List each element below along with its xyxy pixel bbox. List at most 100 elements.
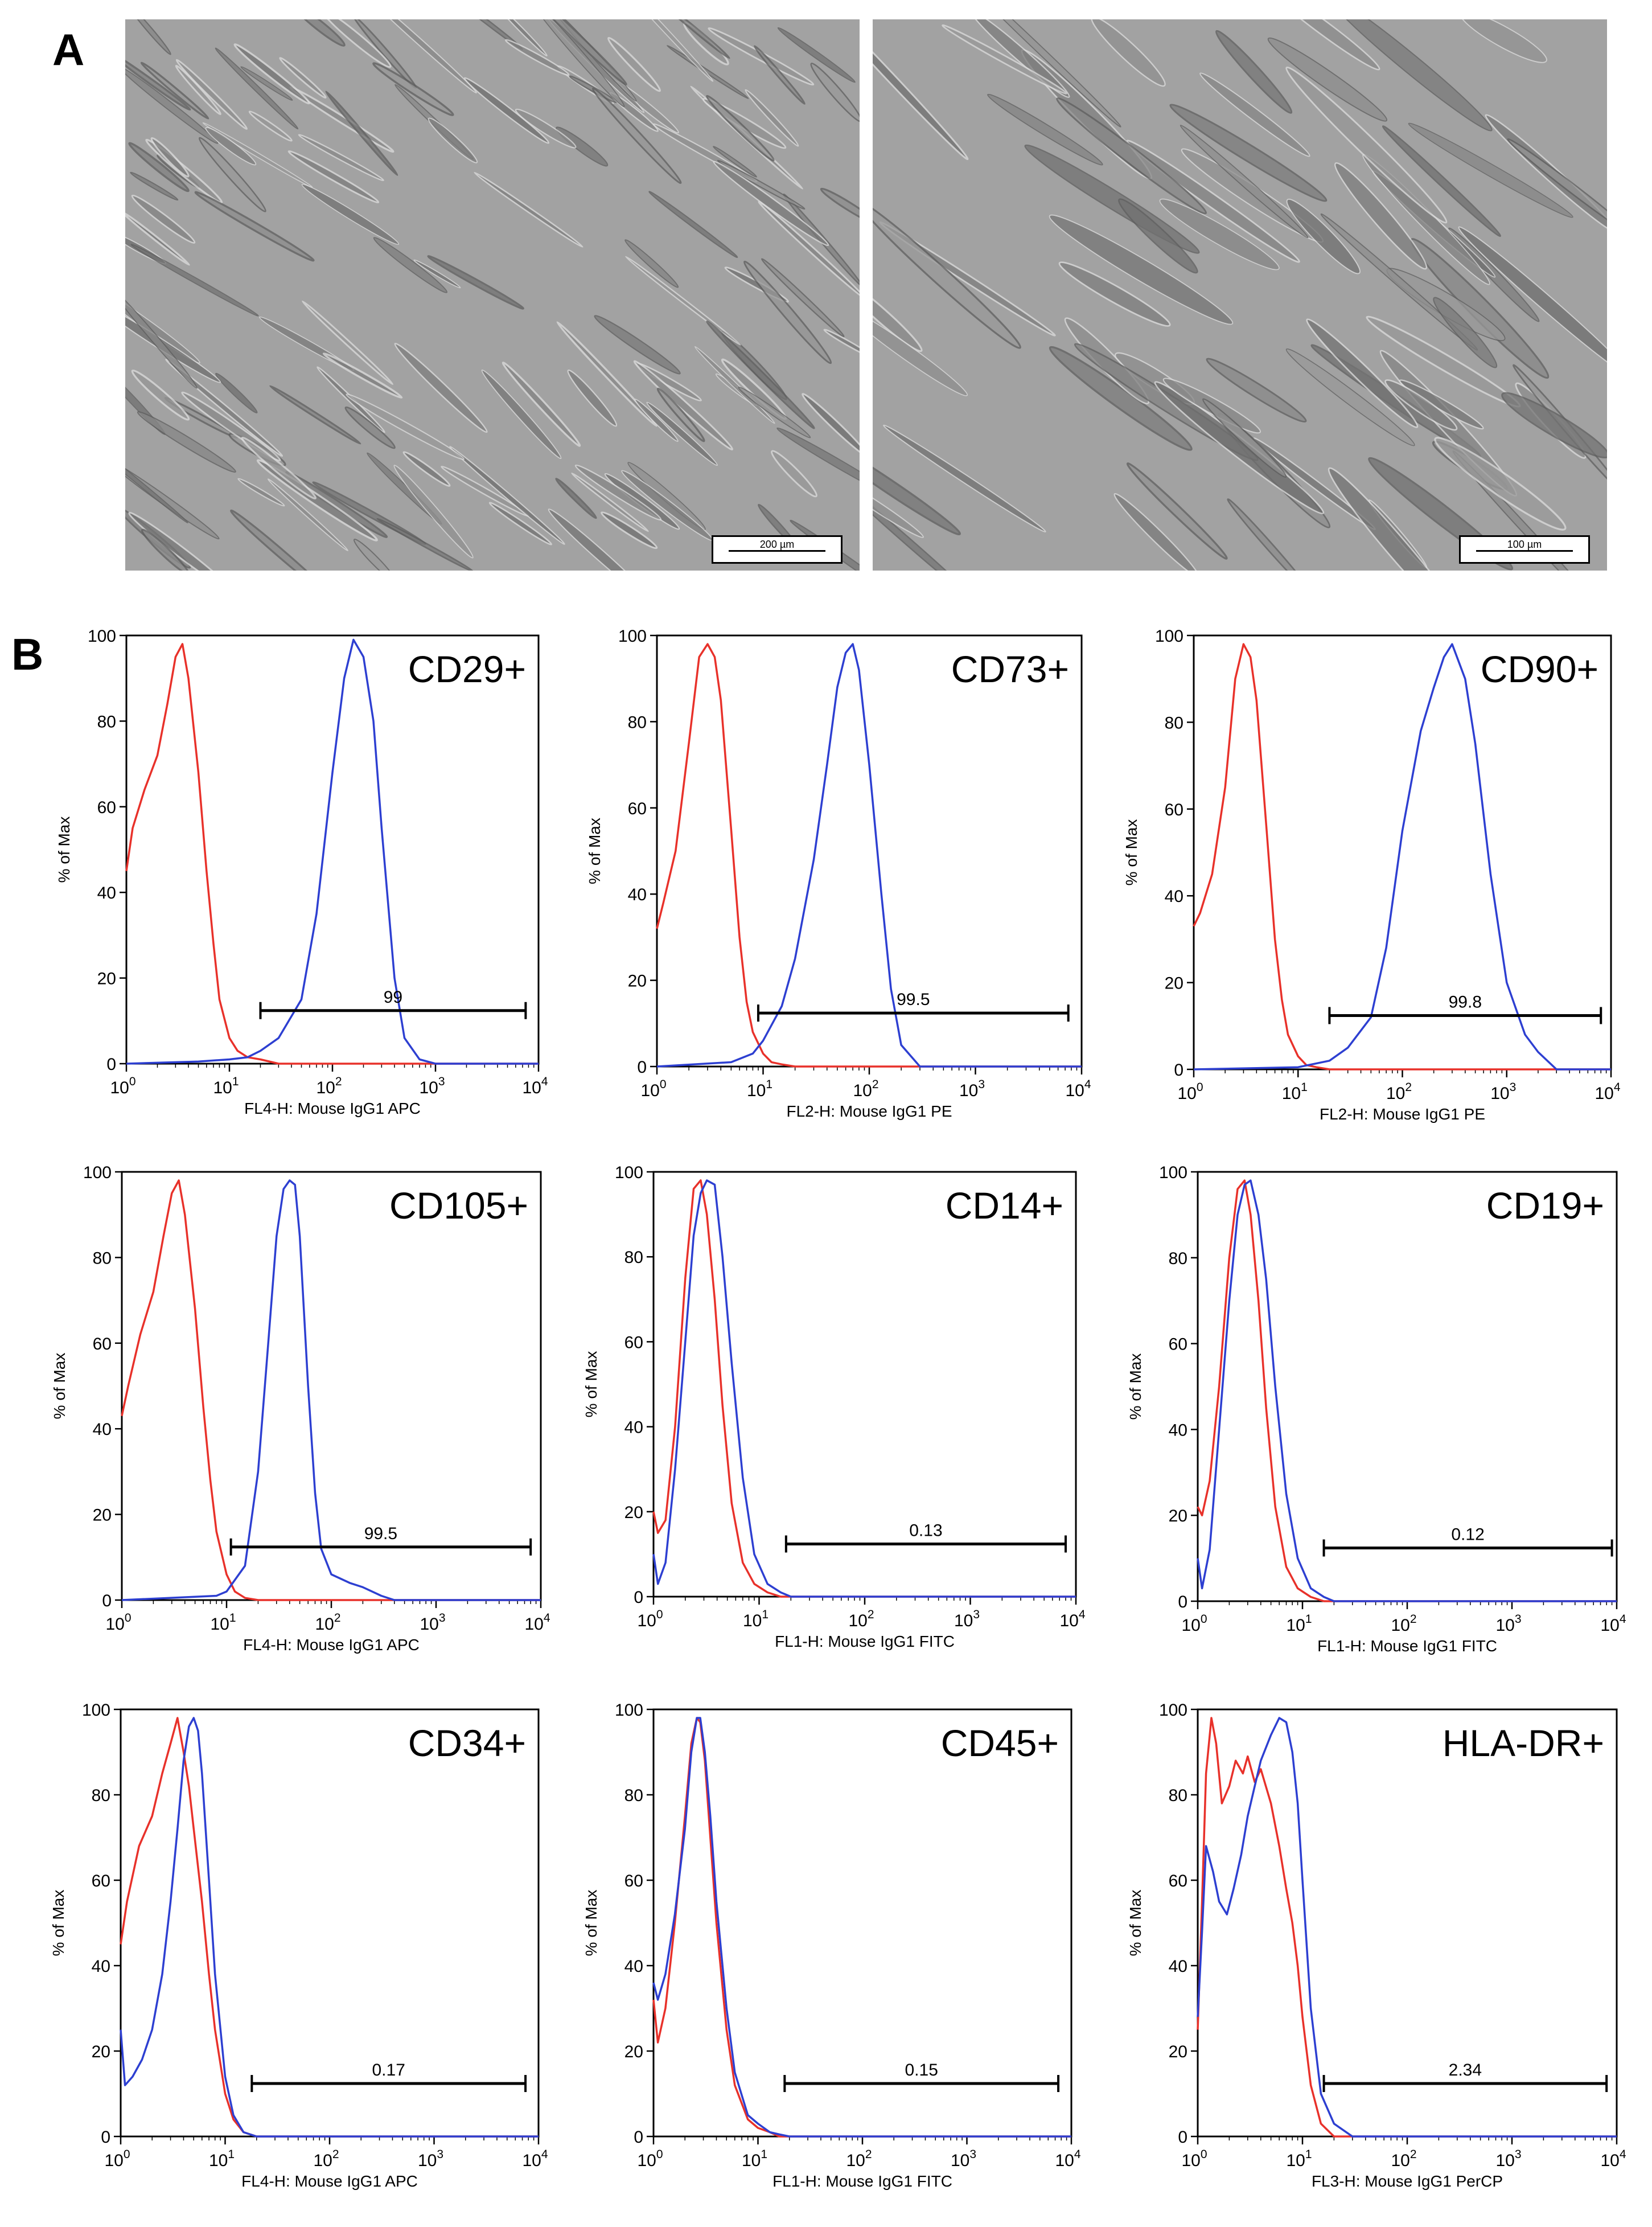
plot-frame bbox=[121, 1171, 542, 1601]
scale-bar-left: 200 µm bbox=[712, 535, 843, 564]
y-tick-label: 40 bbox=[93, 1420, 112, 1439]
y-tick-label: 0 bbox=[634, 2128, 643, 2147]
y-tick-label: 100 bbox=[1159, 1701, 1187, 1720]
marker-curve bbox=[1193, 643, 1611, 1071]
micrograph-left: 200 µm bbox=[125, 19, 860, 571]
y-tick-label: 100 bbox=[82, 1701, 110, 1720]
marker-curve bbox=[1197, 1179, 1617, 1602]
y-tick-label: 100 bbox=[83, 1163, 112, 1182]
panel-a-letter: A bbox=[52, 24, 85, 75]
isotype-control-curve bbox=[1193, 643, 1611, 1071]
marker-title: CD45+ bbox=[941, 1722, 1059, 1764]
x-tick-label: 101 bbox=[742, 2148, 767, 2170]
micrograph-right: 100 µm bbox=[873, 19, 1607, 571]
histogram-7: 0 20 40 60 80 100 100 101 102 103 104 FL4-H: Mouse … bbox=[50, 1701, 548, 2190]
isotype-control-curve bbox=[652, 1179, 1076, 1598]
y-tick-label: 80 bbox=[97, 712, 116, 731]
marker-title: CD90+ bbox=[1481, 648, 1598, 690]
marker-title: CD14+ bbox=[946, 1184, 1063, 1227]
x-axis-label: FL2-H: Mouse IgG1 PE bbox=[1320, 1105, 1485, 1123]
y-tick-label: 80 bbox=[1165, 713, 1183, 732]
x-tick-label: 101 bbox=[743, 1608, 769, 1630]
x-axis-label: FL1-H: Mouse IgG1 FITC bbox=[775, 1633, 955, 1650]
marker-curve bbox=[1197, 1717, 1617, 2138]
histogram-1: 0 20 40 60 80 100 100 101 102 103 104 FL4-H: Mouse … bbox=[55, 627, 548, 1117]
y-tick-label: 20 bbox=[624, 1503, 643, 1522]
y-tick-label: 100 bbox=[615, 1163, 643, 1182]
gate-percentage: 0.13 bbox=[909, 1521, 942, 1540]
isotype-control-curve bbox=[121, 1179, 541, 1601]
y-tick-label: 40 bbox=[624, 1418, 643, 1437]
y-tick-label: 20 bbox=[628, 972, 647, 991]
x-tick-label: 104 bbox=[1055, 2148, 1080, 2170]
plot-frame bbox=[1197, 1708, 1618, 2138]
y-axis-label: % of Max bbox=[586, 818, 603, 884]
y-tick-label: 0 bbox=[1178, 2128, 1187, 2147]
x-tick-label: 100 bbox=[637, 1608, 663, 1630]
marker-title: HLA-DR+ bbox=[1443, 1722, 1604, 1764]
plot-frame bbox=[652, 1171, 1077, 1598]
marker-title: CD29+ bbox=[408, 648, 526, 690]
x-tick-label: 104 bbox=[1065, 1078, 1091, 1100]
y-tick-label: 20 bbox=[1169, 1507, 1187, 1525]
x-tick-label: 102 bbox=[315, 1611, 340, 1634]
y-tick-label: 0 bbox=[101, 2128, 110, 2147]
x-tick-label: 101 bbox=[1286, 1613, 1312, 1635]
y-tick-label: 100 bbox=[1155, 627, 1183, 646]
x-tick-label: 101 bbox=[210, 1611, 236, 1634]
x-tick-label: 104 bbox=[522, 1075, 548, 1097]
marker-curve bbox=[656, 643, 1082, 1068]
x-tick-label: 104 bbox=[524, 1611, 550, 1634]
y-tick-label: 40 bbox=[1165, 887, 1183, 906]
x-tick-label: 103 bbox=[951, 2148, 976, 2170]
y-tick-label: 60 bbox=[624, 1872, 643, 1890]
y-tick-label: 20 bbox=[92, 2043, 110, 2061]
marker-title: CD73+ bbox=[951, 648, 1069, 690]
y-tick-label: 40 bbox=[1169, 1421, 1187, 1439]
y-tick-label: 40 bbox=[624, 1957, 643, 1976]
gate-percentage: 0.12 bbox=[1451, 1525, 1484, 1544]
y-tick-label: 20 bbox=[97, 970, 116, 989]
y-tick-label: 80 bbox=[628, 713, 647, 732]
x-tick-label: 101 bbox=[213, 1075, 239, 1097]
isotype-control-curve bbox=[1197, 1717, 1617, 2138]
marker-curve bbox=[126, 638, 539, 1065]
y-tick-label: 80 bbox=[624, 1248, 643, 1267]
x-tick-label: 104 bbox=[1600, 1613, 1626, 1635]
y-axis-label: % of Max bbox=[51, 1353, 68, 1420]
x-tick-label: 100 bbox=[110, 1075, 135, 1097]
x-tick-label: 101 bbox=[1282, 1081, 1308, 1103]
marker-title: CD105+ bbox=[389, 1184, 528, 1227]
x-tick-label: 103 bbox=[420, 1611, 445, 1634]
marker-curve bbox=[121, 1179, 541, 1601]
gate-percentage: 2.34 bbox=[1449, 2061, 1482, 2080]
y-tick-label: 60 bbox=[93, 1335, 112, 1354]
y-tick-label: 80 bbox=[1169, 1249, 1187, 1268]
y-tick-label: 60 bbox=[628, 799, 647, 818]
scale-bar-label: 200 µm bbox=[759, 538, 795, 550]
x-tick-label: 100 bbox=[1181, 1613, 1207, 1635]
y-tick-label: 100 bbox=[615, 1701, 643, 1720]
isotype-control-curve bbox=[125, 643, 539, 1065]
scale-bar-line bbox=[1476, 549, 1573, 552]
histogram-6: 0 20 40 60 80 100 100 101 102 103 104 FL1-H: Mouse … bbox=[1127, 1163, 1626, 1655]
x-tick-label: 103 bbox=[1490, 1081, 1516, 1103]
y-tick-label: 0 bbox=[637, 1058, 647, 1077]
x-tick-label: 100 bbox=[104, 2148, 130, 2170]
x-tick-label: 102 bbox=[1386, 1081, 1412, 1103]
x-tick-label: 100 bbox=[105, 1611, 131, 1634]
x-tick-label: 102 bbox=[313, 2148, 339, 2170]
y-tick-label: 20 bbox=[1165, 974, 1183, 993]
cell-culture-image bbox=[873, 19, 1607, 571]
y-axis-label: % of Max bbox=[55, 817, 73, 883]
scale-bar-label: 100 µm bbox=[1507, 538, 1542, 550]
histogram-4: 0 20 40 60 80 100 100 101 102 103 104 FL4-H: Mouse … bbox=[51, 1163, 550, 1654]
x-tick-label: 102 bbox=[1391, 2148, 1416, 2170]
x-tick-label: 104 bbox=[522, 2148, 548, 2170]
y-tick-label: 80 bbox=[92, 1786, 110, 1805]
x-axis-label: FL1-H: Mouse IgG1 FITC bbox=[772, 2172, 952, 2190]
y-tick-label: 60 bbox=[92, 1872, 110, 1890]
marker-curve bbox=[652, 1717, 1071, 2138]
y-tick-label: 60 bbox=[1169, 1872, 1187, 1890]
